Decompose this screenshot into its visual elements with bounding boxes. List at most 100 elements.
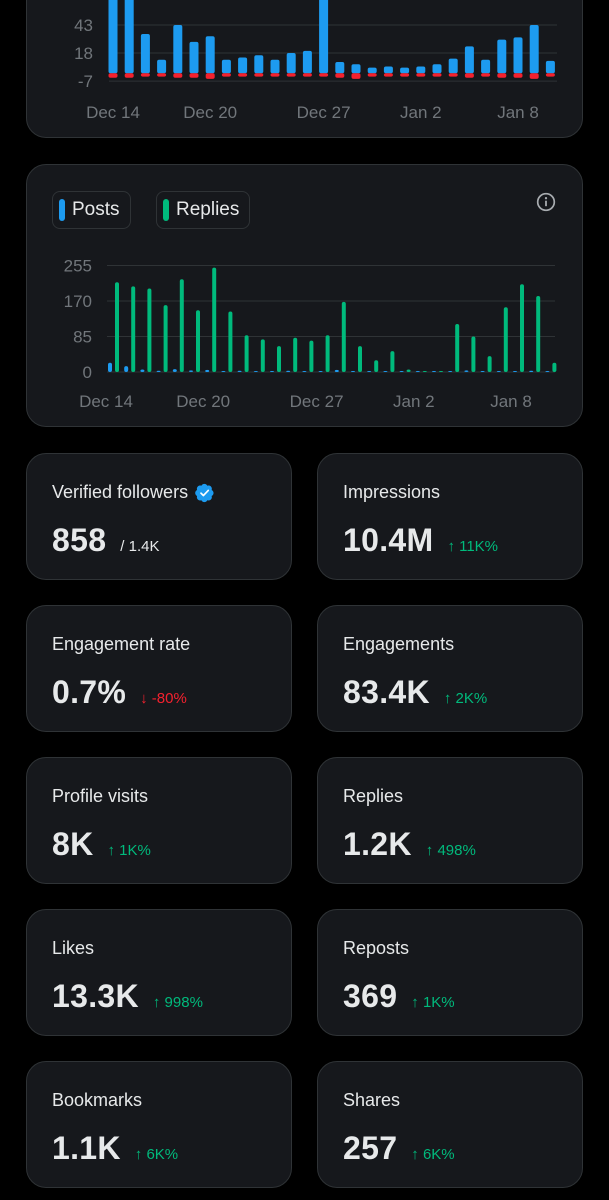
stat-title: Shares xyxy=(343,1090,401,1110)
replies-bar xyxy=(260,339,265,372)
series-0-bar xyxy=(173,25,183,74)
stat-change: ↑ 498% xyxy=(425,842,476,859)
posts-bar xyxy=(253,371,258,372)
stat-card-profile-visits[interactable]: Profile visits 8K ↑ 1K% xyxy=(26,757,292,884)
posts-bar xyxy=(124,366,129,372)
series-0-bar xyxy=(351,64,361,74)
series-0-bar xyxy=(416,66,426,74)
x-tick-label: Dec 27 xyxy=(297,103,351,122)
legend-replies-label: Replies xyxy=(176,199,240,220)
replies-bar xyxy=(147,288,152,372)
series-0-bar xyxy=(545,60,555,74)
posts-bar xyxy=(156,370,161,372)
stat-card-replies[interactable]: Replies 1.2K ↑ 498% xyxy=(317,757,583,884)
stat-title: Replies xyxy=(343,786,404,806)
posts-bar xyxy=(205,369,210,372)
series-0-bar xyxy=(481,59,491,74)
stat-card-bookmarks[interactable]: Bookmarks 1.1K ↑ 6K% xyxy=(26,1061,292,1188)
stat-value: 83.4K xyxy=(343,674,430,710)
posts-swatch xyxy=(59,199,65,221)
series-1-bar xyxy=(513,73,523,78)
replies-bar xyxy=(179,279,184,372)
replies-bar xyxy=(503,307,508,372)
x-tick-label: Jan 2 xyxy=(400,103,442,122)
series-1-bar xyxy=(157,73,167,77)
x-tick-label: Jan 2 xyxy=(393,392,435,411)
replies-bar xyxy=(390,351,395,372)
replies-bar xyxy=(520,284,524,372)
stat-row: 10.4M ↑ 11K% xyxy=(343,522,498,559)
posts-bar xyxy=(464,370,469,372)
series-1-bar xyxy=(351,73,361,79)
posts-bar xyxy=(140,369,145,372)
stat-value: 1.2K xyxy=(343,826,412,862)
series-1-bar xyxy=(124,73,134,78)
stat-row: 13.3K ↑ 998% xyxy=(52,978,203,1015)
series-0-bar xyxy=(286,53,296,74)
stat-card-reposts[interactable]: Reposts 369 ↑ 1K% xyxy=(317,909,583,1036)
posts-bar xyxy=(513,371,517,372)
series-1-bar xyxy=(400,73,410,77)
series-0-bar xyxy=(189,41,199,74)
info-circle-icon[interactable] xyxy=(536,192,556,212)
stat-row: 369 ↑ 1K% xyxy=(343,978,455,1015)
stat-title: Verified followers xyxy=(52,482,215,503)
stat-card-likes[interactable]: Likes 13.3K ↑ 998% xyxy=(26,909,292,1036)
posts-bar xyxy=(108,362,112,372)
series-1-bar xyxy=(205,73,215,79)
replies-bar xyxy=(552,362,557,372)
series-1-bar xyxy=(319,73,329,77)
posts-bar xyxy=(286,370,291,372)
y-tick-label: 0 xyxy=(83,363,92,382)
stat-value: 10.4M xyxy=(343,522,434,558)
series-0-bar xyxy=(205,36,215,74)
posts-bar xyxy=(496,371,501,372)
chart-card-posts-replies: Posts Replies 255 170 85 0 Dec 14 Dec 20 Dec 2… xyxy=(26,164,583,427)
series-1-bar xyxy=(497,73,507,78)
posts-bar xyxy=(318,371,323,372)
legend-replies-toggle[interactable]: Replies xyxy=(156,191,251,229)
series-0-bar xyxy=(124,0,134,74)
series-0-bar xyxy=(270,59,280,74)
stat-card-impressions[interactable]: Impressions 10.4M ↑ 11K% xyxy=(317,453,583,580)
replies-bar xyxy=(228,311,233,372)
y-tick-label: 43 xyxy=(74,16,93,35)
stat-card-shares[interactable]: Shares 257 ↑ 6K% xyxy=(317,1061,583,1188)
series-1-bar xyxy=(416,73,426,77)
stat-title-text: Verified followers xyxy=(52,482,189,502)
stat-card-engagements[interactable]: Engagements 83.4K ↑ 2K% xyxy=(317,605,583,732)
series-1-bar xyxy=(448,73,458,77)
posts-bar xyxy=(480,371,485,372)
stat-title: Profile visits xyxy=(52,786,149,806)
replies-swatch xyxy=(163,199,169,221)
legend-posts-toggle[interactable]: Posts xyxy=(52,191,131,229)
stat-value: 1.1K xyxy=(52,1130,121,1166)
y-tick-label: 18 xyxy=(74,44,93,63)
stat-card-verified-followers[interactable]: Verified followers 858 / 1.4K xyxy=(26,453,292,580)
replies-bar xyxy=(374,360,379,372)
series-1-bar xyxy=(302,73,312,77)
series-0-bar xyxy=(400,67,410,74)
replies-bar xyxy=(212,267,217,372)
replies-bar xyxy=(341,301,346,372)
replies-bar xyxy=(358,346,362,372)
replies-bar xyxy=(163,305,168,372)
replies-bar xyxy=(487,356,492,372)
stat-change: ↑ 11K% xyxy=(447,538,499,555)
stat-change: ↑ 1K% xyxy=(411,994,455,1011)
replies-bar xyxy=(115,282,119,372)
series-0-bar xyxy=(367,67,377,74)
stat-row: 257 ↑ 6K% xyxy=(343,1130,455,1167)
series-0-bar xyxy=(513,37,523,74)
series-0-bar xyxy=(157,59,167,74)
posts-bar xyxy=(237,370,242,372)
replies-bar xyxy=(439,371,443,372)
verified-badge-icon xyxy=(195,483,214,502)
replies-bar xyxy=(536,295,541,372)
stat-change: ↑ 2K% xyxy=(443,690,488,707)
series-1-bar xyxy=(383,73,393,77)
posts-bar xyxy=(172,369,177,372)
stat-card-engagement-rate[interactable]: Engagement rate 0.7% ↓ -80% xyxy=(26,605,292,732)
stat-change: ↑ 998% xyxy=(152,994,203,1011)
stat-change: ↓ -80% xyxy=(140,690,187,707)
